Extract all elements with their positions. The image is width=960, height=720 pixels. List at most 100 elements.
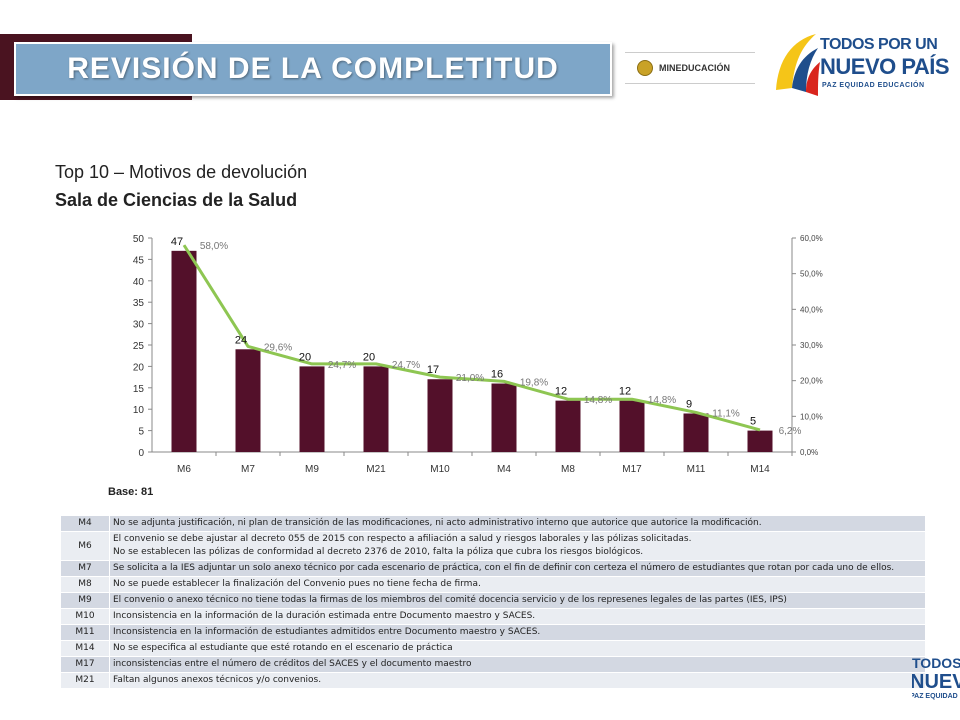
table-row: M4 No se adjunta justificación, ni plan d…	[60, 515, 926, 532]
reason-code: M4	[60, 515, 110, 532]
base-label: Base: 81	[108, 486, 154, 498]
tpnp-line1: TODOS POR UN	[820, 36, 938, 53]
reason-code: M8	[60, 576, 110, 593]
reason-text-line: Se solicita a la IES adjuntar un solo an…	[113, 563, 895, 573]
table-row: M10 Inconsistencia en la información de l…	[60, 608, 926, 625]
reason-text-line: No se adjunta justificación, ni plan de …	[113, 518, 762, 528]
table-row: M14 No se especifica al estudiante que es…	[60, 640, 926, 657]
reason-text: No se especifica al estudiante que esté …	[109, 640, 926, 657]
bar-data-label: 9	[686, 398, 692, 410]
reason-code: M21	[60, 672, 110, 689]
title-banner: REVISIÓN DE LA COMPLETITUD	[14, 42, 612, 96]
bar	[555, 400, 581, 452]
y-tick-label: 10	[133, 405, 145, 416]
bar	[747, 430, 773, 452]
reason-text-line: El convenio o anexo técnico no tiene tod…	[113, 595, 787, 605]
bar-data-label: 12	[619, 386, 631, 398]
mineducacion-logo-text: MINEDUCACIÓN	[659, 63, 730, 73]
y-tick-label: 15	[133, 384, 145, 395]
table-row: M11 Inconsistencia en la información de e…	[60, 624, 926, 641]
table-row: M21 Faltan algunos anexos técnicos y/o co…	[60, 672, 926, 689]
bar-data-label: 12	[555, 386, 567, 398]
reason-text: El convenio o anexo técnico no tiene tod…	[109, 592, 926, 609]
y-tick-label: 40	[133, 277, 145, 288]
table-row: M17 inconsistencias entre el número de cr…	[60, 656, 926, 673]
line-data-label: 29,6%	[264, 342, 292, 353]
line-data-label: 21,0%	[456, 373, 484, 384]
bar-data-label: 47	[171, 236, 183, 248]
bar-data-label: 5	[750, 416, 756, 428]
flag-swoosh-icon	[776, 34, 820, 96]
bar	[235, 349, 261, 452]
y2-tick-label: 60,0%	[800, 234, 823, 243]
y2-tick-label: 40,0%	[800, 305, 823, 314]
y2-tick-label: 10,0%	[800, 412, 823, 421]
reason-text-line: No se establecen las pólizas de conformi…	[113, 547, 644, 557]
x-tick-label: M11	[687, 464, 706, 475]
reason-text: No se puede establecer la finalización d…	[109, 576, 926, 593]
reason-text: Se solicita a la IES adjuntar un solo an…	[109, 560, 926, 577]
chart-subtitle: Top 10 – Motivos de devolución	[55, 162, 308, 182]
reason-text-line: El convenio se debe ajustar al decreto 0…	[113, 534, 692, 544]
table-row: M9 El convenio o anexo técnico no tiene t…	[60, 592, 926, 609]
cumulative-line	[182, 244, 761, 432]
bar-data-label: 20	[363, 351, 375, 363]
x-tick-label: M8	[561, 464, 575, 475]
table-row: M6 El convenio se debe ajustar al decreto…	[60, 531, 926, 561]
bar-data-label: 17	[427, 364, 439, 376]
reason-text-line: Inconsistencia en la información de estu…	[113, 627, 541, 637]
y-tick-label: 25	[133, 341, 145, 352]
y2-tick-label: 20,0%	[800, 377, 823, 386]
reason-text-line: No se especifica al estudiante que esté …	[113, 643, 453, 653]
y-tick-label: 0	[138, 448, 144, 459]
bar	[363, 366, 389, 452]
y2-tick-label: 30,0%	[800, 341, 823, 350]
reason-text-line: inconsistencias entre el número de crédi…	[113, 659, 472, 669]
reason-text: El convenio se debe ajustar al decreto 0…	[109, 531, 926, 561]
reason-code: M10	[60, 608, 110, 625]
y-tick-label: 50	[133, 234, 145, 245]
line-data-label: 14,8%	[648, 395, 676, 406]
line-data-label: 58,0%	[200, 241, 228, 252]
reason-text-line: Inconsistencia en la información de la d…	[113, 611, 536, 621]
mineducacion-logo: MINEDUCACIÓN	[625, 52, 755, 84]
y2-tick-label: 0,0%	[800, 448, 818, 457]
reason-code: M11	[60, 624, 110, 641]
reason-text: No se adjunta justificación, ni plan de …	[109, 515, 926, 532]
reason-text: Inconsistencia en la información de la d…	[109, 608, 926, 625]
reason-text: Faltan algunos anexos técnicos y/o conve…	[109, 672, 926, 689]
reason-text: inconsistencias entre el número de crédi…	[109, 656, 926, 673]
reason-code: M7	[60, 560, 110, 577]
reason-code: M17	[60, 656, 110, 673]
partial-logo-right: TODOS POR UN NUEVO PAÍS PAZ EQUIDAD EDUC…	[912, 655, 960, 700]
bar	[491, 383, 517, 452]
x-tick-label: M21	[366, 464, 386, 475]
x-tick-label: M4	[497, 464, 511, 475]
y-tick-label: 5	[138, 427, 144, 438]
line-data-label: 14,8%	[584, 395, 612, 406]
reason-text: Inconsistencia en la información de estu…	[109, 624, 926, 641]
x-tick-label: M6	[177, 464, 191, 475]
y-tick-label: 35	[133, 298, 145, 309]
reason-code: M6	[60, 531, 110, 561]
reasons-table: M4 No se adjunta justificación, ni plan d…	[60, 515, 926, 689]
x-tick-label: M17	[622, 464, 642, 475]
table-row: M8 No se puede establecer la finalizació…	[60, 576, 926, 593]
reason-text-line: No se puede establecer la finalización d…	[113, 579, 481, 589]
line-data-label: 24,7%	[392, 360, 420, 371]
bar-data-label: 20	[299, 351, 311, 363]
tpnp-line3: PAZ EQUIDAD EDUCACIÓN	[822, 82, 925, 89]
bar	[683, 413, 709, 452]
y-tick-label: 45	[133, 255, 145, 266]
bar-data-label: 16	[491, 369, 503, 381]
bar	[619, 400, 645, 452]
page-title: REVISIÓN DE LA COMPLETITUD	[67, 52, 559, 85]
chart-subtitle-room: Sala de Ciencias de la Salud	[55, 190, 298, 210]
bar	[171, 250, 197, 452]
line-data-label: 11,1%	[712, 408, 740, 419]
pareto-chart: 0 5 10 15 20 25 30 35 40 45 50 0,0% 10,0% 20,0% 30,0% 4…	[133, 234, 823, 475]
bar-data-label: 24	[235, 334, 247, 346]
reason-code: M9	[60, 592, 110, 609]
todos-por-un-nuevo-pais-logo: TODOS POR UN NUEVO PAÍS PAZ EQUIDAD EDUC…	[772, 30, 952, 102]
x-tick-label: M7	[241, 464, 255, 475]
